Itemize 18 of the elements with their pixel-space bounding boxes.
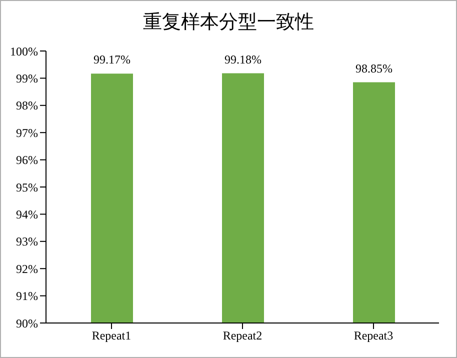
y-tick-label: 95% — [16, 180, 38, 194]
y-tick-label: 96% — [16, 153, 38, 168]
data-label: 98.85% — [356, 61, 392, 76]
y-tick-label: 99% — [16, 71, 38, 86]
y-tick-label: 100% — [10, 44, 38, 58]
x-tick-label: Repeat2 — [222, 328, 262, 343]
data-label: 99.18% — [224, 52, 262, 66]
y-tick-label: 94% — [16, 207, 38, 222]
y-tick-label: 91% — [16, 289, 38, 304]
data-label: 99.17% — [94, 52, 130, 67]
y-tick-label: 97% — [16, 126, 38, 140]
x-tick-label: Repeat1 — [92, 328, 132, 343]
y-tick-label: 98% — [16, 98, 38, 113]
chart-title: 重复样本分型一致性 — [142, 11, 315, 35]
y-tick-label: 93% — [16, 234, 38, 249]
x-tick-label: Repeat3 — [354, 328, 394, 343]
y-tick-label: 92% — [16, 262, 38, 276]
y-tick-label: 90% — [16, 316, 38, 330]
